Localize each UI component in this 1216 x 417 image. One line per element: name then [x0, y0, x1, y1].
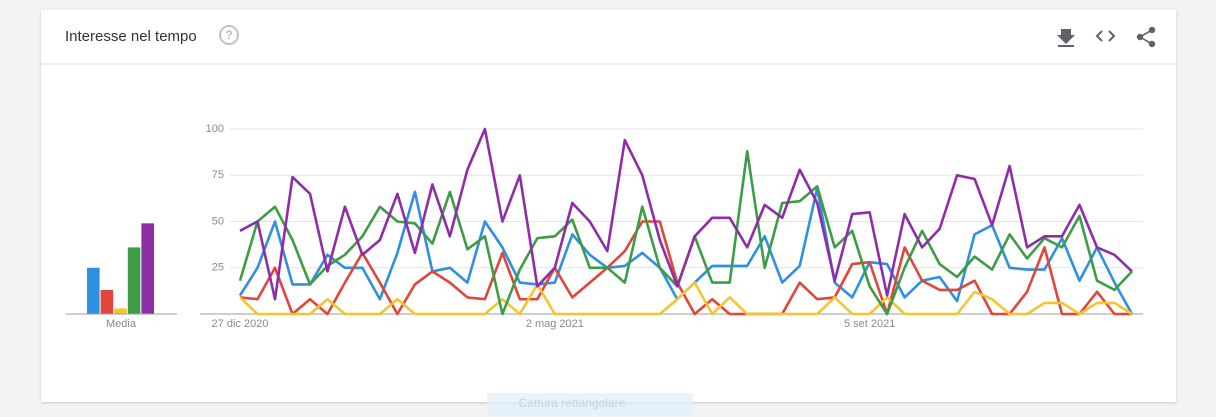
- embed-icon[interactable]: [1095, 30, 1116, 42]
- average-bar: [127, 247, 141, 314]
- download-icon[interactable]: [1057, 29, 1075, 47]
- svg-text:?: ?: [225, 28, 232, 42]
- card-title: Interesse nel tempo: [65, 28, 197, 45]
- average-bar: [141, 223, 154, 314]
- series-line: [239, 127, 1133, 301]
- x-tick-label: 5 set 2021: [844, 318, 895, 330]
- series-line: [239, 281, 1133, 316]
- x-tick-label: 27 dic 2020: [212, 318, 269, 330]
- help-icon[interactable]: ?: [219, 25, 239, 45]
- average-bar: [87, 267, 100, 314]
- y-tick-label: 50: [212, 215, 224, 227]
- y-tick-label: 75: [212, 169, 224, 181]
- x-tick-label: 2 mag 2021: [526, 318, 584, 330]
- overlay-box: [487, 393, 693, 415]
- x-tick-label: Media: [106, 318, 137, 330]
- average-bar: [114, 308, 127, 314]
- y-tick-label: 25: [212, 262, 224, 274]
- y-tick-label: 100: [206, 123, 224, 135]
- series-line: [239, 220, 1132, 316]
- overlay-text: Cattura rettangolare: [519, 396, 626, 410]
- card: [41, 10, 1176, 402]
- average-bar: [100, 289, 114, 314]
- share-icon[interactable]: [1136, 26, 1156, 48]
